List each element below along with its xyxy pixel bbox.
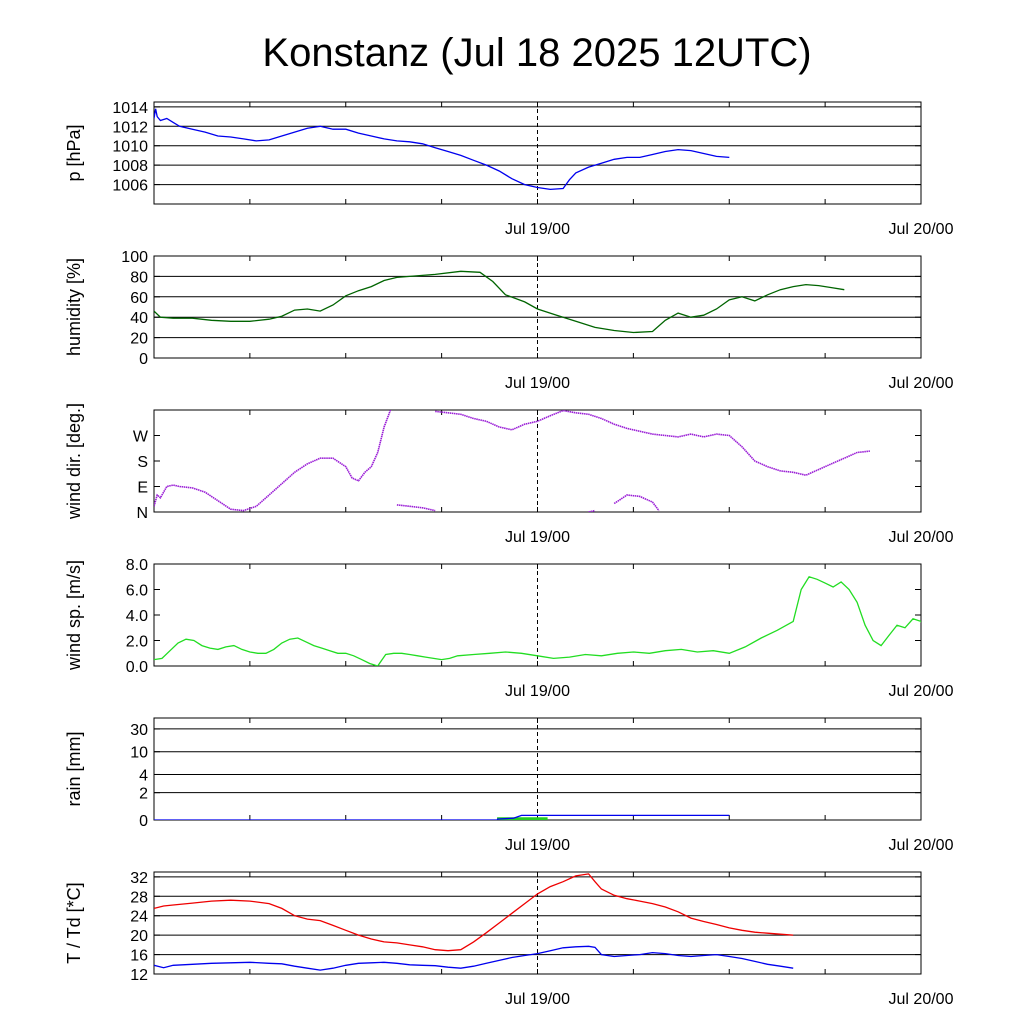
panel-temperature-ytick-label-0: 12 bbox=[130, 967, 148, 984]
panel-pressure-ytick-label-4: 1014 bbox=[112, 100, 148, 117]
panel-wind_speed-ytick-label-1: 2.0 bbox=[126, 634, 148, 651]
panel-wind_direction-series-0-segment-4 bbox=[613, 494, 660, 512]
panel-pressure-ytick-label-0: 1006 bbox=[112, 178, 148, 195]
panel-wind_direction-series-0-segment-0 bbox=[154, 410, 392, 512]
panel-wind_direction-ytick-label-1: E bbox=[137, 480, 148, 497]
panel-pressure-xtick-label-1: Jul 20/00 bbox=[889, 221, 954, 238]
panel-pressure-series-0-line bbox=[154, 108, 730, 191]
panel-wind_direction-xtick-label-1: Jul 20/00 bbox=[889, 529, 954, 546]
panel-temperature-ytick-label-3: 24 bbox=[130, 909, 148, 926]
panel-temperature-series-1-line bbox=[154, 945, 794, 971]
panel-rain-xtick-label-0: Jul 19/00 bbox=[505, 837, 570, 854]
panel-rain-xtick-label-1: Jul 20/00 bbox=[889, 837, 954, 854]
panel-humidity-xtick-label-0: Jul 19/00 bbox=[505, 375, 570, 392]
panel-rain-ytick-label-1: 2 bbox=[139, 786, 148, 803]
panel-temperature-ytick-label-5: 32 bbox=[130, 870, 148, 887]
panel-temperature-xtick-label-0: Jul 19/00 bbox=[505, 991, 570, 1008]
panel-wind_speed-ytick-label-0: 0.0 bbox=[126, 659, 148, 676]
panel-wind_speed-ylabel: wind sp. [m/s] bbox=[64, 560, 84, 671]
panel-rain-ylabel: rain [mm] bbox=[64, 731, 84, 806]
panel-humidity-ytick-label-0: 0 bbox=[139, 351, 148, 368]
panel-humidity-ytick-label-3: 60 bbox=[130, 290, 148, 307]
panel-wind_direction-ytick-label-2: S bbox=[137, 454, 148, 471]
panel-wind_direction-ylabel: wind dir. [deg.] bbox=[64, 403, 84, 520]
panel-humidity-series-0-line bbox=[154, 270, 845, 334]
panel-wind_direction-ytick-label-0: N bbox=[136, 505, 148, 522]
panel-wind_speed-ytick-label-3: 6.0 bbox=[126, 583, 148, 600]
chart-title: Konstanz (Jul 18 2025 12UTC) bbox=[262, 31, 811, 75]
panel-rain-ytick-label-0: 0 bbox=[139, 813, 148, 830]
panel-pressure-ytick-label-1: 1008 bbox=[112, 158, 148, 175]
panel-pressure-ytick-label-2: 1010 bbox=[112, 139, 148, 156]
panel-wind_speed-xtick-label-1: Jul 20/00 bbox=[889, 683, 954, 700]
panel-temperature-ytick-label-2: 20 bbox=[130, 928, 148, 945]
panel-rain-ytick-label-4: 30 bbox=[130, 722, 148, 739]
panel-temperature-ytick-label-4: 28 bbox=[130, 889, 148, 906]
panel-humidity-ytick-label-1: 20 bbox=[130, 331, 148, 348]
panel-temperature-xtick-label-1: Jul 20/00 bbox=[889, 991, 954, 1008]
panel-wind_direction-ytick-label-3: W bbox=[133, 429, 149, 446]
panel-wind_speed-series-0-line bbox=[154, 576, 921, 666]
panel-pressure-xtick-label-0: Jul 19/00 bbox=[505, 221, 570, 238]
panel-pressure-ylabel: p [hPa] bbox=[64, 124, 84, 181]
panel-rain-series-1-line bbox=[154, 814, 730, 820]
panel-wind_direction-series-0-segment-1 bbox=[396, 504, 436, 512]
panel-wind_direction-series-0-segment-2 bbox=[435, 410, 870, 477]
panel-humidity-ytick-label-2: 40 bbox=[130, 310, 148, 327]
panel-humidity-xtick-label-1: Jul 20/00 bbox=[889, 375, 954, 392]
panel-rain-ytick-label-3: 10 bbox=[130, 745, 148, 762]
panel-wind_speed-xtick-label-0: Jul 19/00 bbox=[505, 683, 570, 700]
panel-temperature-ylabel: T / Td [*C] bbox=[64, 882, 84, 963]
panel-pressure-ytick-label-3: 1012 bbox=[112, 119, 148, 136]
panel-humidity-ylabel: humidity [%] bbox=[64, 258, 84, 356]
panel-humidity-ytick-label-5: 100 bbox=[121, 249, 148, 266]
panel-temperature-series-0-line bbox=[154, 873, 794, 952]
panel-temperature-ytick-label-1: 16 bbox=[130, 948, 148, 965]
panel-rain-ytick-label-2: 4 bbox=[139, 767, 148, 784]
panel-humidity-ytick-label-4: 80 bbox=[130, 269, 148, 286]
panel-wind_direction-xtick-label-0: Jul 19/00 bbox=[505, 529, 570, 546]
panel-wind_direction-series-0-segment-3 bbox=[588, 509, 596, 512]
panel-wind_speed-ytick-label-2: 4.0 bbox=[126, 608, 148, 625]
panel-wind_speed-ytick-label-4: 8.0 bbox=[126, 557, 148, 574]
